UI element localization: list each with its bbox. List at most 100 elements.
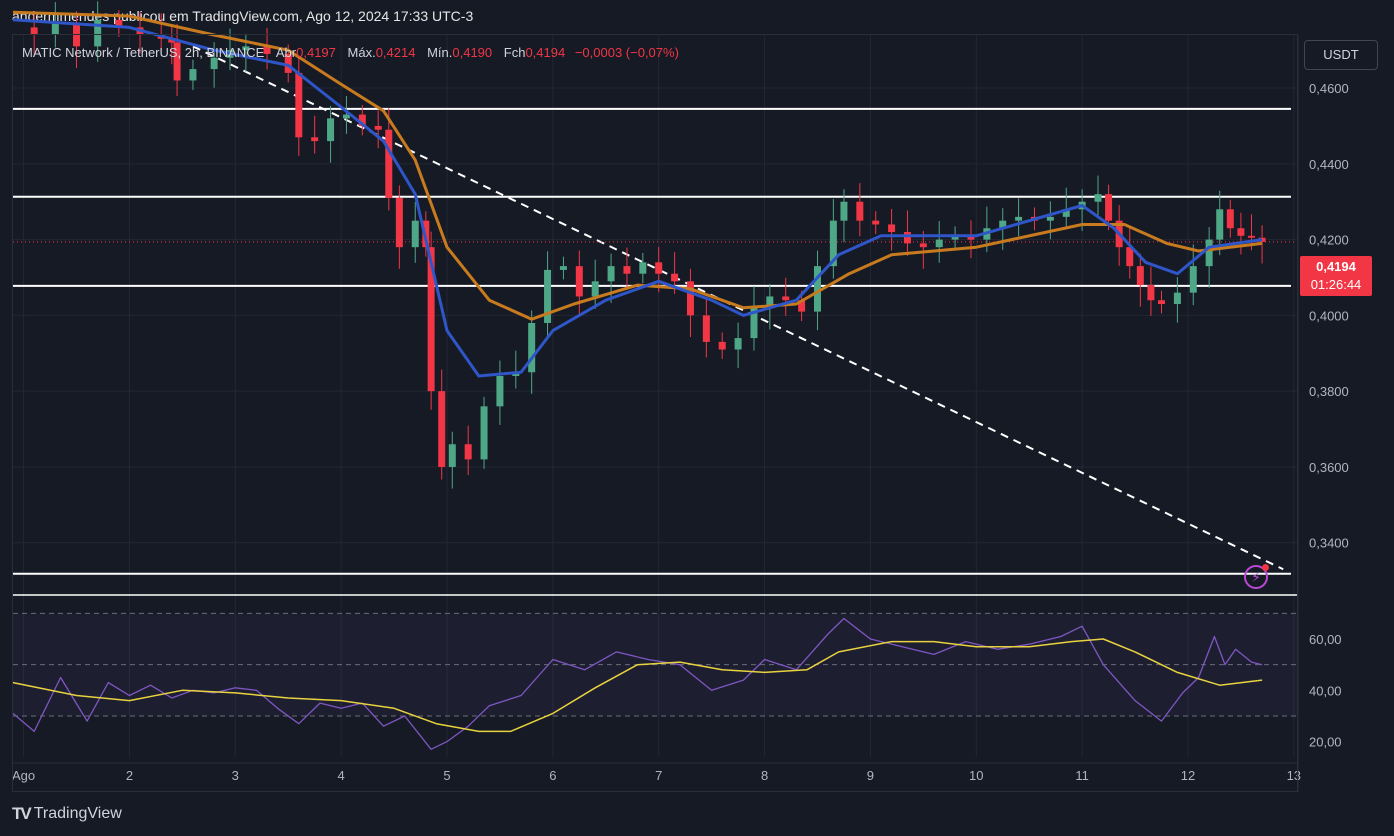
tradingview-logo[interactable]: TV TradingView	[12, 804, 122, 824]
candle-body	[189, 69, 197, 81]
price-tick-label: 0,3800	[1309, 384, 1349, 399]
time-tick-label: 8	[761, 768, 768, 783]
candle-body	[242, 46, 250, 51]
open-value: 0,4197	[296, 45, 336, 60]
ema-slow-line	[12, 10, 1263, 321]
candle-body	[999, 220, 1007, 229]
candle-body	[480, 406, 488, 460]
low-value: 0,4190	[452, 45, 493, 60]
price-tick-label: 0,4000	[1309, 308, 1349, 323]
candle-body	[374, 125, 382, 130]
candle-body	[51, 23, 59, 35]
candle-body	[607, 266, 615, 282]
tv-wordmark: TradingView	[33, 805, 122, 822]
candle-body	[919, 243, 927, 248]
candle-body	[766, 296, 774, 308]
candle-body	[686, 281, 694, 316]
candle-body	[168, 38, 176, 43]
candle-body	[856, 201, 864, 221]
rsi-tick-label: 40,00	[1309, 683, 1342, 698]
candle-body	[210, 57, 218, 70]
candle-body	[311, 137, 319, 142]
candle-body	[1046, 216, 1054, 221]
time-tick-label: 5	[443, 768, 450, 783]
candle-body	[872, 220, 880, 225]
candle-body	[840, 201, 848, 221]
candle-body	[1226, 209, 1234, 229]
candle-body	[813, 266, 821, 312]
candle-body	[1062, 209, 1070, 217]
candle-body	[903, 232, 911, 244]
candle-body	[284, 53, 292, 73]
rsi-tick-label: 60,00	[1309, 632, 1342, 647]
price-tick-label: 0,4200	[1309, 233, 1349, 248]
candle-body	[30, 27, 38, 35]
candle-body	[559, 266, 567, 270]
symbol-title[interactable]: MATIC Network / TetherUS, 2h, BINANCE	[22, 45, 265, 60]
time-tick-label: 10	[969, 768, 983, 783]
candle-body	[427, 247, 435, 392]
candle-body	[951, 235, 959, 240]
candle-body	[655, 262, 663, 274]
candle-body	[94, 19, 102, 47]
tv-mark-icon: TV	[12, 804, 32, 823]
candle-body	[73, 23, 81, 47]
candle-body	[718, 341, 726, 350]
price-tick-label: 0,3600	[1309, 460, 1349, 475]
candle-body	[888, 224, 896, 233]
ema-fast-line	[12, 18, 1263, 378]
candle-body	[263, 46, 271, 54]
candle-body	[496, 376, 504, 407]
candle-body	[750, 307, 758, 339]
notification-dot	[1262, 564, 1269, 571]
candle-body	[1173, 292, 1181, 305]
candle-body	[639, 262, 647, 274]
candle-body	[1205, 239, 1213, 267]
candle-body	[295, 72, 303, 138]
candle-body	[734, 338, 742, 350]
candle-body	[358, 114, 366, 126]
bar-countdown: 01:26:44	[1310, 277, 1362, 292]
candle-body	[967, 235, 975, 240]
current-price-tag: 0,4194 01:26:44	[1300, 256, 1372, 296]
price-tick-label: 0,4400	[1309, 157, 1349, 172]
currency-button[interactable]: USDT	[1304, 40, 1378, 70]
candle-body	[528, 322, 536, 373]
time-tick-label: 4	[338, 768, 345, 783]
candle-body	[1189, 266, 1197, 293]
candle-body	[671, 273, 679, 282]
candle-body	[395, 197, 403, 248]
candle-body	[327, 118, 335, 142]
candle-body	[782, 296, 790, 301]
candle-body	[623, 266, 631, 274]
candle-body	[411, 220, 419, 248]
rsi-ma-line	[12, 638, 1263, 733]
publisher-line: andermmendes publicou em TradingView.com…	[12, 8, 474, 24]
candle-body	[1094, 194, 1102, 202]
chart-frame	[12, 34, 1298, 792]
candle-body	[385, 129, 393, 198]
time-tick-label: 6	[549, 768, 556, 783]
candle-body	[173, 42, 181, 81]
candle-body	[115, 19, 123, 28]
price-tick-label: 0,4600	[1309, 81, 1349, 96]
candle-body	[544, 269, 552, 323]
bolt-icon[interactable]: ⚡	[1244, 564, 1269, 589]
candle-body	[1015, 216, 1023, 221]
time-tick-label: 9	[867, 768, 874, 783]
candle-body	[591, 281, 599, 297]
time-tick-label: 3	[232, 768, 239, 783]
symbol-legend: MATIC Network / TetherUS, 2h, BINANCE Ab…	[22, 45, 679, 60]
candle-body	[464, 444, 472, 460]
time-tick-label: 7	[655, 768, 662, 783]
high-label: Máx.	[347, 45, 376, 60]
time-tick-label: 12	[1181, 768, 1195, 783]
candle-body	[829, 220, 837, 267]
rsi-tick-label: 20,00	[1309, 735, 1342, 750]
candle-body	[1158, 300, 1166, 305]
candle-body	[438, 391, 446, 467]
close-label: Fch	[503, 45, 526, 60]
candle-body	[1237, 228, 1245, 236]
candle-body	[798, 300, 806, 312]
